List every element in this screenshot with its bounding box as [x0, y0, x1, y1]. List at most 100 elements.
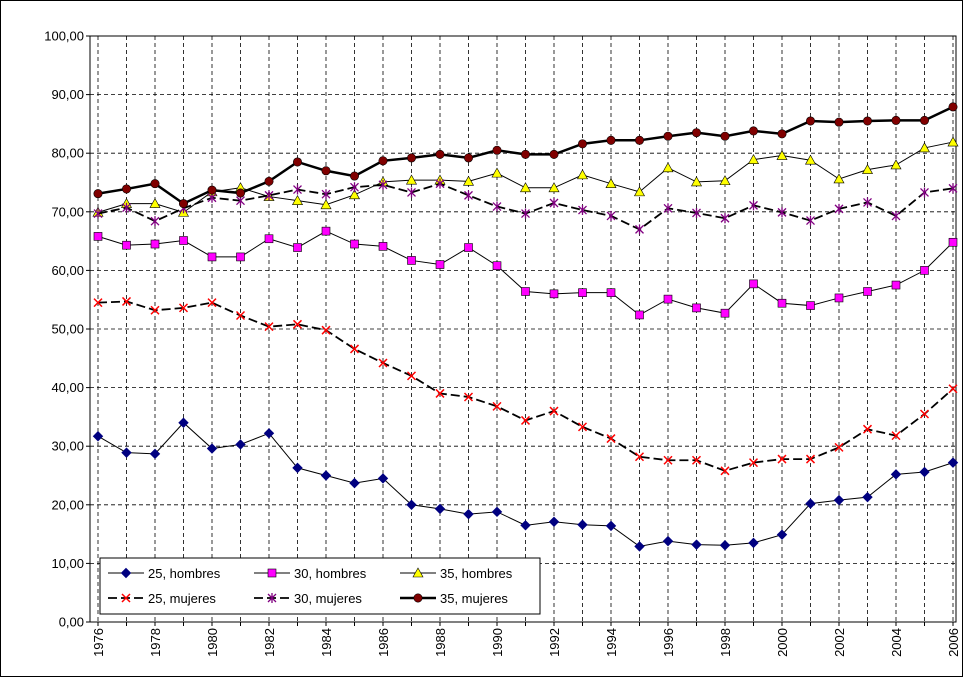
marker: [834, 293, 844, 303]
marker: [492, 201, 502, 212]
marker: [605, 178, 617, 188]
marker: [548, 182, 560, 193]
y-tick-label: 100,00: [44, 29, 84, 44]
marker: [407, 256, 416, 265]
marker: [179, 199, 189, 209]
legend-label: 30, hombres: [294, 566, 367, 581]
x-tick-label: 1998: [718, 628, 733, 657]
marker: [891, 115, 901, 125]
marker: [264, 322, 274, 332]
marker: [549, 289, 559, 299]
marker: [719, 540, 731, 551]
marker: [122, 184, 132, 194]
marker: [291, 195, 304, 205]
marker: [150, 216, 160, 227]
marker: [121, 447, 132, 458]
marker: [806, 215, 815, 226]
marker: [378, 358, 388, 368]
y-tick-label: 70,00: [51, 204, 84, 219]
marker: [690, 176, 703, 187]
marker: [150, 239, 160, 249]
x-tick-label: 1986: [376, 628, 391, 657]
marker: [520, 149, 530, 159]
series: [92, 136, 959, 217]
marker: [121, 593, 131, 603]
legend-label: 35, hombres: [440, 566, 513, 581]
marker: [464, 190, 473, 201]
marker: [492, 145, 502, 155]
marker: [863, 197, 872, 208]
marker: [92, 431, 104, 442]
legend-label: 35, mujeres: [440, 591, 508, 606]
marker: [861, 163, 874, 174]
x-tick-label: 1978: [148, 628, 163, 657]
marker: [920, 266, 929, 275]
marker: [862, 424, 873, 434]
marker: [578, 288, 587, 297]
marker: [435, 260, 445, 269]
marker: [320, 199, 332, 210]
series: [93, 226, 958, 320]
marker: [93, 208, 103, 219]
legend-label: 25, hombres: [148, 566, 221, 581]
marker: [207, 298, 217, 308]
marker: [413, 593, 423, 603]
marker: [264, 234, 274, 244]
x-tick-label: 1994: [604, 628, 619, 657]
marker: [320, 470, 332, 481]
marker: [777, 454, 787, 464]
marker: [321, 325, 331, 335]
marker: [577, 519, 588, 530]
marker: [662, 535, 674, 547]
marker: [806, 301, 815, 310]
x-tick-label: 1992: [547, 628, 562, 657]
marker: [748, 126, 758, 136]
series: [92, 417, 959, 552]
marker: [606, 288, 616, 297]
marker: [776, 149, 788, 160]
marker: [891, 431, 901, 441]
marker: [93, 232, 103, 241]
marker: [378, 156, 388, 166]
marker: [492, 261, 502, 271]
marker: [635, 224, 644, 235]
marker: [121, 296, 132, 306]
marker: [635, 310, 644, 320]
marker: [350, 239, 359, 249]
marker: [406, 153, 416, 163]
marker: [777, 207, 787, 218]
marker: [321, 226, 331, 236]
y-tick-label: 20,00: [51, 497, 84, 512]
marker: [349, 477, 360, 489]
marker: [691, 455, 702, 465]
x-tick-label: 1982: [262, 628, 277, 657]
marker: [748, 458, 759, 468]
marker: [947, 136, 959, 147]
marker: [263, 428, 275, 439]
marker: [122, 202, 131, 213]
marker: [406, 371, 417, 381]
marker: [777, 129, 787, 139]
marker: [519, 182, 532, 193]
marker: [521, 287, 530, 296]
marker: [862, 116, 872, 126]
marker: [890, 469, 902, 480]
marker: [549, 198, 559, 209]
marker: [267, 568, 277, 578]
y-tick-label: 30,00: [51, 439, 84, 454]
marker: [805, 498, 816, 509]
marker: [492, 401, 502, 411]
marker: [206, 443, 218, 454]
marker: [549, 406, 559, 416]
y-tick-label: 60,00: [51, 263, 84, 278]
marker: [463, 508, 474, 520]
marker: [662, 162, 674, 173]
marker: [691, 128, 701, 138]
marker: [520, 415, 531, 425]
marker: [463, 153, 473, 163]
marker: [919, 466, 930, 478]
marker: [491, 506, 503, 518]
marker: [862, 491, 873, 503]
marker: [549, 149, 559, 159]
marker: [834, 117, 844, 127]
